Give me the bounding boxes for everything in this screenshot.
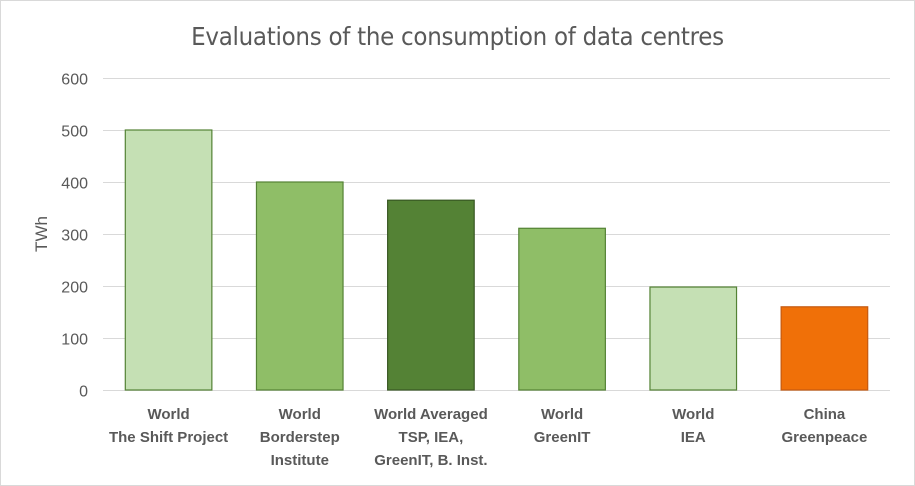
- bar: [255, 181, 344, 391]
- y-tick-label: 100: [61, 332, 88, 349]
- x-tick-label: World: [279, 406, 321, 423]
- y-tick-label: 500: [61, 124, 88, 141]
- x-tick-label: GreenIT: [534, 429, 591, 446]
- x-tick-label: IEA: [681, 429, 706, 446]
- y-tick-label: 600: [61, 72, 88, 89]
- x-tick-label: Institute: [271, 452, 329, 469]
- x-tick-label: TSP, IEA,: [399, 429, 464, 446]
- y-axis-label: TWh: [32, 216, 51, 252]
- x-tick-label: The Shift Project: [109, 429, 228, 446]
- x-tick-label: Greenpeace: [781, 429, 867, 446]
- chart-title: Evaluations of the consumption of data c…: [191, 22, 724, 51]
- bar: [649, 286, 738, 391]
- x-tick-label: World: [541, 406, 583, 423]
- bar: [780, 306, 869, 391]
- y-tick-label: 300: [61, 228, 88, 245]
- x-tick-label: World Averaged: [374, 406, 488, 423]
- bar: [124, 129, 213, 391]
- bar: [387, 199, 475, 391]
- x-tick-label: GreenIT, B. Inst.: [374, 452, 487, 469]
- bar: [518, 227, 606, 391]
- y-tick-label: 0: [79, 384, 88, 401]
- x-tick-label: China: [804, 406, 846, 423]
- x-tick-label: World: [147, 406, 189, 423]
- x-tick-label: World: [672, 406, 714, 423]
- y-tick-label: 400: [61, 176, 88, 193]
- x-tick-label: Borderstep: [260, 429, 340, 446]
- y-tick-label: 200: [61, 280, 88, 297]
